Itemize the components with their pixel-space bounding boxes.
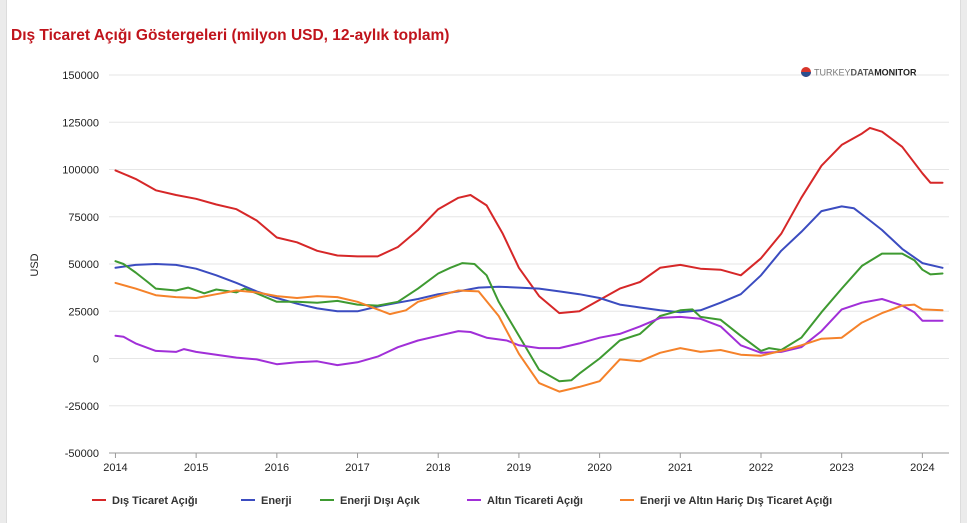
y-tick-label: 100000 — [62, 165, 99, 177]
x-tick-label: 2017 — [345, 462, 369, 474]
series-line-3 — [114, 252, 944, 383]
y-tick-label: 25000 — [68, 306, 99, 318]
y-tick-label: 75000 — [68, 212, 99, 224]
series-line-2 — [114, 205, 944, 314]
x-tick-label: 2015 — [184, 462, 208, 474]
y-tick-label: -25000 — [65, 401, 99, 413]
legend-label[interactable]: Enerji — [261, 495, 292, 507]
x-tick-label: 2014 — [103, 462, 127, 474]
x-tick-label: 2018 — [426, 462, 450, 474]
legend-label[interactable]: Dış Ticaret Açığı — [112, 495, 198, 507]
legend-label[interactable]: Enerji ve Altın Hariç Dış Ticaret Açığı — [640, 495, 832, 507]
x-tick-label: 2021 — [668, 462, 692, 474]
legend-label[interactable]: Altın Ticareti Açığı — [487, 495, 583, 507]
y-tick-label: 0 — [93, 354, 99, 366]
brand-logo-text: TURKEYDATAMONITOR — [814, 68, 917, 78]
y-tick-label: 125000 — [62, 117, 99, 129]
x-tick-label: 2020 — [587, 462, 611, 474]
y-tick-labels: -50000 -25000 0 25000 50000 75000 100000 125000… — [62, 70, 99, 460]
chart-frame: Dış Ticaret Açığı Göstergeleri (milyon U… — [6, 0, 961, 523]
x-tick-label: 2022 — [749, 462, 773, 474]
x-tick-label: 2023 — [829, 462, 853, 474]
chart-canvas: Dış Ticaret Açığı Göstergeleri (milyon U… — [11, 27, 949, 507]
x-tick-label: 2016 — [265, 462, 289, 474]
y-tick-label: 150000 — [62, 70, 99, 82]
legend-label[interactable]: Enerji Dışı Açık — [340, 495, 421, 507]
x-tick-label: 2019 — [507, 462, 531, 474]
x-tick-labels: 2014 2015 2016 2017 2018 2019 2020 2021 2022 2023… — [103, 453, 935, 474]
globe-icon-lower — [801, 72, 811, 77]
series-line-5 — [114, 281, 944, 393]
gridlines — [109, 74, 949, 454]
y-tick-label: 50000 — [68, 259, 99, 271]
x-tick-label: 2024 — [910, 462, 934, 474]
series-group — [114, 126, 944, 393]
chart-title: Dış Ticaret Açığı Göstergeleri (milyon U… — [11, 27, 449, 44]
y-tick-label: -50000 — [65, 448, 99, 460]
brand-logo: TURKEYDATAMONITOR — [801, 67, 917, 78]
series-line-4 — [114, 298, 944, 367]
series-line-1 — [114, 126, 944, 315]
y-axis-title: USD — [29, 253, 41, 276]
legend: Dış Ticaret Açığı Enerji Enerji Dışı Açık A… — [92, 495, 832, 507]
